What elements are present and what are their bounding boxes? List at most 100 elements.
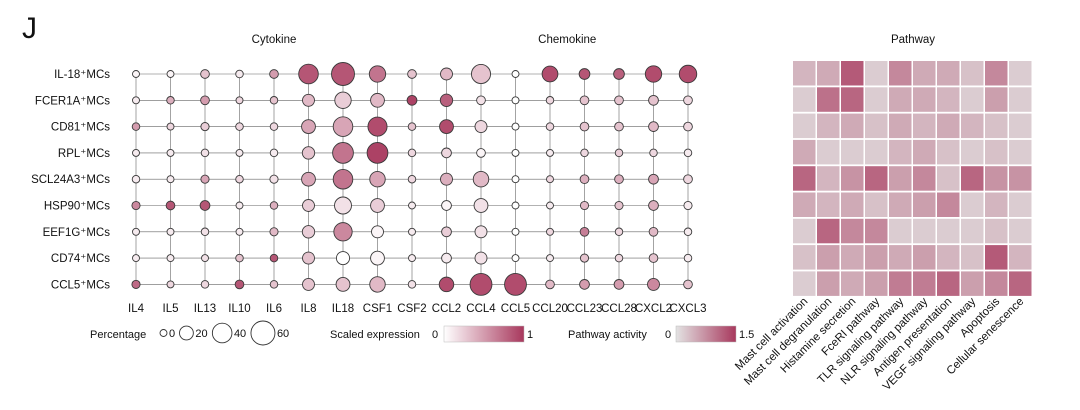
heatmap-cell [1009, 245, 1032, 270]
pathway-heatmap [793, 61, 1032, 296]
dot-ccl23-row6 [579, 200, 590, 211]
heatmap-cell [889, 192, 912, 217]
dot-il4-row5 [131, 174, 141, 184]
dot-il10-row3 [235, 122, 244, 131]
activity-colorbar [675, 325, 737, 343]
heatmap-cell [865, 87, 888, 112]
heatmap-cell [841, 192, 864, 217]
gene-label: CXCL2 [635, 303, 672, 315]
dot-cxcl3-row2 [683, 95, 693, 106]
dot-il10-row7 [235, 227, 244, 236]
dot-il13-row9 [200, 280, 210, 289]
heatmap-cell [913, 113, 936, 139]
dot-csf2-row4 [407, 148, 417, 158]
dot-ccl2-row6 [441, 200, 452, 211]
row-label: SCL24A3⁺MCs [31, 174, 110, 186]
heatmap-cell [961, 166, 984, 191]
dot-il8-row9 [302, 277, 315, 291]
heatmap-cell [1009, 218, 1032, 244]
dot-ccl28-row4 [614, 148, 624, 158]
heatmap-cell [889, 218, 912, 244]
dot-ccl23-row7 [579, 226, 590, 237]
dot-cxcl3-row4 [683, 148, 693, 158]
gene-label: CCL4 [466, 303, 496, 315]
row-label: HSP90⁺MCs [44, 201, 110, 213]
dot-il10-row5 [235, 174, 244, 184]
size-legend-circle [211, 322, 233, 344]
dot-il5-row7 [166, 227, 175, 236]
dot-il8-row7 [301, 225, 316, 239]
dot-il5-row1 [166, 70, 175, 78]
row-label: EEF1G⁺MCs [43, 227, 111, 239]
heatmap-cell [913, 87, 936, 112]
dot-ccl23-row9 [579, 279, 590, 290]
dot-ccl20-row7 [546, 227, 554, 236]
gene-label: CSF2 [397, 303, 426, 315]
dot-il8-row2 [302, 93, 315, 107]
heatmap-cell [889, 139, 912, 165]
heatmap-cell [913, 218, 936, 244]
row-label: RPL⁺MCs [58, 148, 110, 160]
dot-ccl4-row1 [471, 63, 492, 84]
heatmap-cell [985, 271, 1008, 296]
dot-ccl5-row4 [511, 148, 520, 157]
heatmap-cell [937, 113, 960, 139]
dot-csf1-row7 [371, 225, 384, 239]
size-legend-circle [250, 320, 276, 346]
heatmap-cell [865, 139, 888, 165]
dot-il8-row1 [298, 63, 319, 85]
heatmap-cell [865, 166, 888, 191]
dot-il18-row8 [335, 251, 351, 266]
heatmap-cell [817, 192, 840, 217]
dot-il5-row3 [166, 122, 175, 131]
dot-ccl28-row5 [614, 174, 624, 185]
dot-il5-row8 [166, 254, 175, 263]
dot-il13-row5 [200, 174, 210, 184]
dot-il10-row6 [235, 201, 244, 210]
heatmap-cell [1009, 271, 1032, 296]
heatmap-cell [817, 139, 840, 165]
dot-il4-row1 [132, 70, 140, 78]
group-title: Cytokine [252, 34, 297, 46]
gene-label: CCL5 [501, 303, 530, 315]
dot-ccl5-row5 [511, 175, 520, 184]
dot-il13-row3 [200, 122, 210, 132]
dot-ccl2-row4 [441, 147, 452, 159]
gene-label: IL5 [163, 303, 179, 315]
gene-label: CCL23 [567, 303, 603, 315]
dot-il13-row8 [201, 254, 209, 263]
dot-ccl23-row1 [578, 68, 591, 80]
heatmap-cell [961, 61, 984, 86]
heatmap-cell [889, 113, 912, 139]
heatmap-cell [985, 245, 1008, 270]
dot-il13-row7 [200, 227, 210, 237]
legend-percentage-title: Percentage [90, 329, 146, 341]
heatmap-cell [1009, 192, 1032, 217]
heatmap-cell [937, 61, 960, 86]
dot-csf1-row8 [370, 250, 385, 266]
heatmap-cell [889, 87, 912, 112]
heatmap-cell [865, 61, 888, 86]
gene-label: IL10 [228, 303, 250, 315]
dot-ccl2-row1 [440, 67, 453, 81]
dot-il18-row5 [332, 168, 354, 190]
dot-il4-row3 [131, 122, 141, 131]
heatmap-cell [817, 245, 840, 270]
dot-il10-row4 [235, 148, 244, 157]
dot-ccl20-row1 [541, 65, 559, 83]
dot-cxcl3-row5 [683, 174, 693, 185]
dot-il8-row6 [302, 199, 315, 212]
heatmap-cell [913, 139, 936, 165]
dot-il8-row4 [301, 146, 316, 160]
dot-ccl20-row6 [546, 201, 554, 210]
dot-il4-row7 [132, 227, 140, 236]
dot-il4-row9 [131, 279, 141, 289]
dot-il8-row3 [301, 119, 316, 134]
dot-csf1-row5 [369, 170, 386, 188]
dot-csf2-row6 [408, 201, 416, 210]
dot-ccl2-row9 [438, 276, 455, 293]
heatmap-cell [793, 271, 816, 296]
dot-il10-row8 [235, 253, 244, 263]
dot-ccl28-row9 [613, 279, 625, 290]
